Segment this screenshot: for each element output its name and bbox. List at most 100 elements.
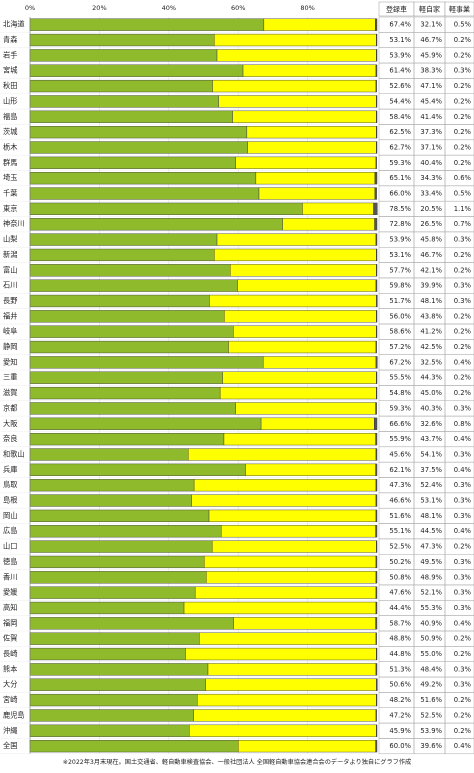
bar-segment (29, 156, 236, 169)
table-value: 0.3% (454, 665, 472, 673)
table-value: 0.2% (454, 143, 472, 151)
bar-segment (29, 340, 229, 354)
bar-segment (375, 64, 378, 77)
table-value: 52.5% (389, 543, 411, 551)
table-value: 0.2% (454, 251, 472, 259)
bar-segment (376, 49, 378, 62)
table-value: 55.5% (389, 374, 411, 382)
bar-segment (375, 586, 378, 599)
table-value: 0.2% (454, 650, 472, 658)
bar-segment (29, 187, 260, 200)
table-value: 42.5% (420, 343, 442, 351)
table-value: 0.2% (454, 266, 472, 274)
table-value: 44.4% (389, 604, 411, 612)
bar-segment (282, 218, 375, 231)
bar-segment (203, 555, 377, 569)
bar-segment (376, 264, 378, 277)
x-tick-label: 80% (300, 4, 314, 12)
bar-segment (375, 356, 378, 369)
bar-segment (245, 463, 376, 476)
table-value: 51.6% (389, 512, 411, 520)
bar-segment (29, 663, 209, 676)
bar-segment (255, 172, 376, 185)
table-value: 34.3% (420, 174, 442, 182)
bar-segment (230, 264, 377, 277)
bar-segment (29, 386, 221, 400)
table-value: 0.2% (454, 543, 472, 551)
table-value: 57.7% (389, 266, 411, 274)
table-value: 0.3% (454, 573, 472, 581)
table-value: 50.8% (389, 573, 411, 581)
table-value: 0.2% (454, 328, 472, 336)
table-value: 53.9% (389, 51, 411, 59)
bar-segment (375, 709, 377, 722)
table-value: 57.2% (389, 343, 411, 351)
table-value: 54.4% (389, 97, 411, 105)
bar-segment (194, 586, 377, 599)
table-value: 48.2% (389, 696, 411, 704)
table-value: 58.6% (389, 328, 411, 336)
bar-segment (218, 95, 377, 108)
bar-segment (216, 49, 377, 62)
bar-segment (29, 601, 185, 615)
bar-segment (199, 632, 377, 645)
bar-segment (216, 233, 377, 246)
bar-segment (211, 540, 377, 553)
table-value: 41.2% (420, 328, 442, 336)
table-value: 0.4% (454, 466, 472, 474)
bar-segment (29, 463, 246, 476)
table-cell (444, 738, 474, 755)
table-value: 50.9% (420, 635, 442, 643)
table-value: 44.3% (420, 374, 442, 382)
bar-segment (207, 663, 377, 676)
table-value: 0.3% (454, 236, 472, 244)
bar-segment (233, 617, 376, 630)
category-label: 長崎 (3, 649, 17, 658)
table-value: 62.7% (389, 143, 411, 151)
legend-label: 軽自家 (419, 5, 440, 14)
table-value: 46.7% (420, 36, 442, 44)
bar-segment (375, 448, 378, 461)
bar-segment (376, 294, 378, 308)
bar-segment (375, 525, 378, 538)
table-value: 43.7% (420, 435, 442, 443)
table-value: 62.5% (389, 128, 411, 136)
bar-segment (214, 33, 377, 47)
bar-segment (29, 586, 196, 599)
table-value: 44.8% (389, 650, 411, 658)
bar-segment (29, 202, 303, 215)
table-value: 0.2% (454, 343, 472, 351)
bar-segment (375, 617, 378, 630)
legend-label: 軽事業 (449, 5, 470, 14)
category-label: 大分 (3, 680, 17, 689)
bar-segment (29, 571, 207, 584)
table-value: 0.2% (454, 727, 472, 735)
category-label: 岐阜 (3, 327, 17, 336)
x-tick-label: 60% (231, 4, 245, 12)
table-value: 45.0% (420, 389, 442, 397)
table-value: 1.1% (454, 205, 472, 213)
table-value: 0.3% (454, 558, 472, 566)
table-value: 52.1% (420, 589, 442, 597)
bar-segment (29, 279, 238, 292)
x-tick-label: 40% (162, 4, 176, 12)
bar-segment (222, 371, 377, 384)
bar-segment (376, 386, 378, 400)
table-value: 59.8% (389, 282, 411, 290)
table-value: 47.6% (389, 589, 411, 597)
bar-segment (376, 724, 378, 737)
bar-segment (375, 18, 378, 31)
table-value: 46.6% (389, 497, 411, 505)
bar-segment (375, 233, 378, 246)
bar-segment (29, 678, 206, 691)
table-value: 0.3% (454, 67, 472, 75)
table-value: 26.5% (420, 220, 442, 228)
category-label: 青森 (3, 35, 18, 44)
category-label: 香川 (3, 572, 17, 581)
category-label: 神奈川 (3, 219, 25, 228)
bar-segment (375, 340, 377, 354)
table-value: 20.5% (420, 205, 442, 213)
table-value: 0.5% (454, 190, 472, 198)
bar-segment (223, 433, 376, 446)
bar-segment (262, 356, 377, 369)
